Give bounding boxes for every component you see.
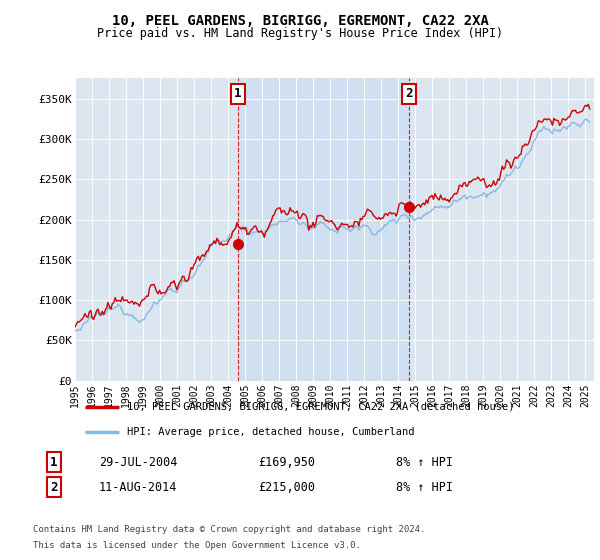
Text: 1: 1: [234, 87, 242, 100]
Text: HPI: Average price, detached house, Cumberland: HPI: Average price, detached house, Cumb…: [127, 427, 415, 437]
Text: £169,950: £169,950: [258, 455, 315, 469]
Text: Contains HM Land Registry data © Crown copyright and database right 2024.: Contains HM Land Registry data © Crown c…: [33, 525, 425, 534]
Text: 11-AUG-2014: 11-AUG-2014: [99, 480, 178, 494]
Text: This data is licensed under the Open Government Licence v3.0.: This data is licensed under the Open Gov…: [33, 542, 361, 550]
Text: 10, PEEL GARDENS, BIGRIGG, EGREMONT, CA22 2XA: 10, PEEL GARDENS, BIGRIGG, EGREMONT, CA2…: [112, 14, 488, 28]
Text: 8% ↑ HPI: 8% ↑ HPI: [396, 455, 453, 469]
Text: 10, PEEL GARDENS, BIGRIGG, EGREMONT, CA22 2XA (detached house): 10, PEEL GARDENS, BIGRIGG, EGREMONT, CA2…: [127, 402, 514, 412]
Bar: [238, 78, 409, 381]
Text: 2: 2: [50, 480, 58, 494]
Text: 2: 2: [405, 87, 413, 100]
Text: 1: 1: [50, 455, 58, 469]
Text: 8% ↑ HPI: 8% ↑ HPI: [396, 480, 453, 494]
Text: £215,000: £215,000: [258, 480, 315, 494]
Text: 29-JUL-2004: 29-JUL-2004: [99, 455, 178, 469]
Text: Price paid vs. HM Land Registry's House Price Index (HPI): Price paid vs. HM Land Registry's House …: [97, 27, 503, 40]
